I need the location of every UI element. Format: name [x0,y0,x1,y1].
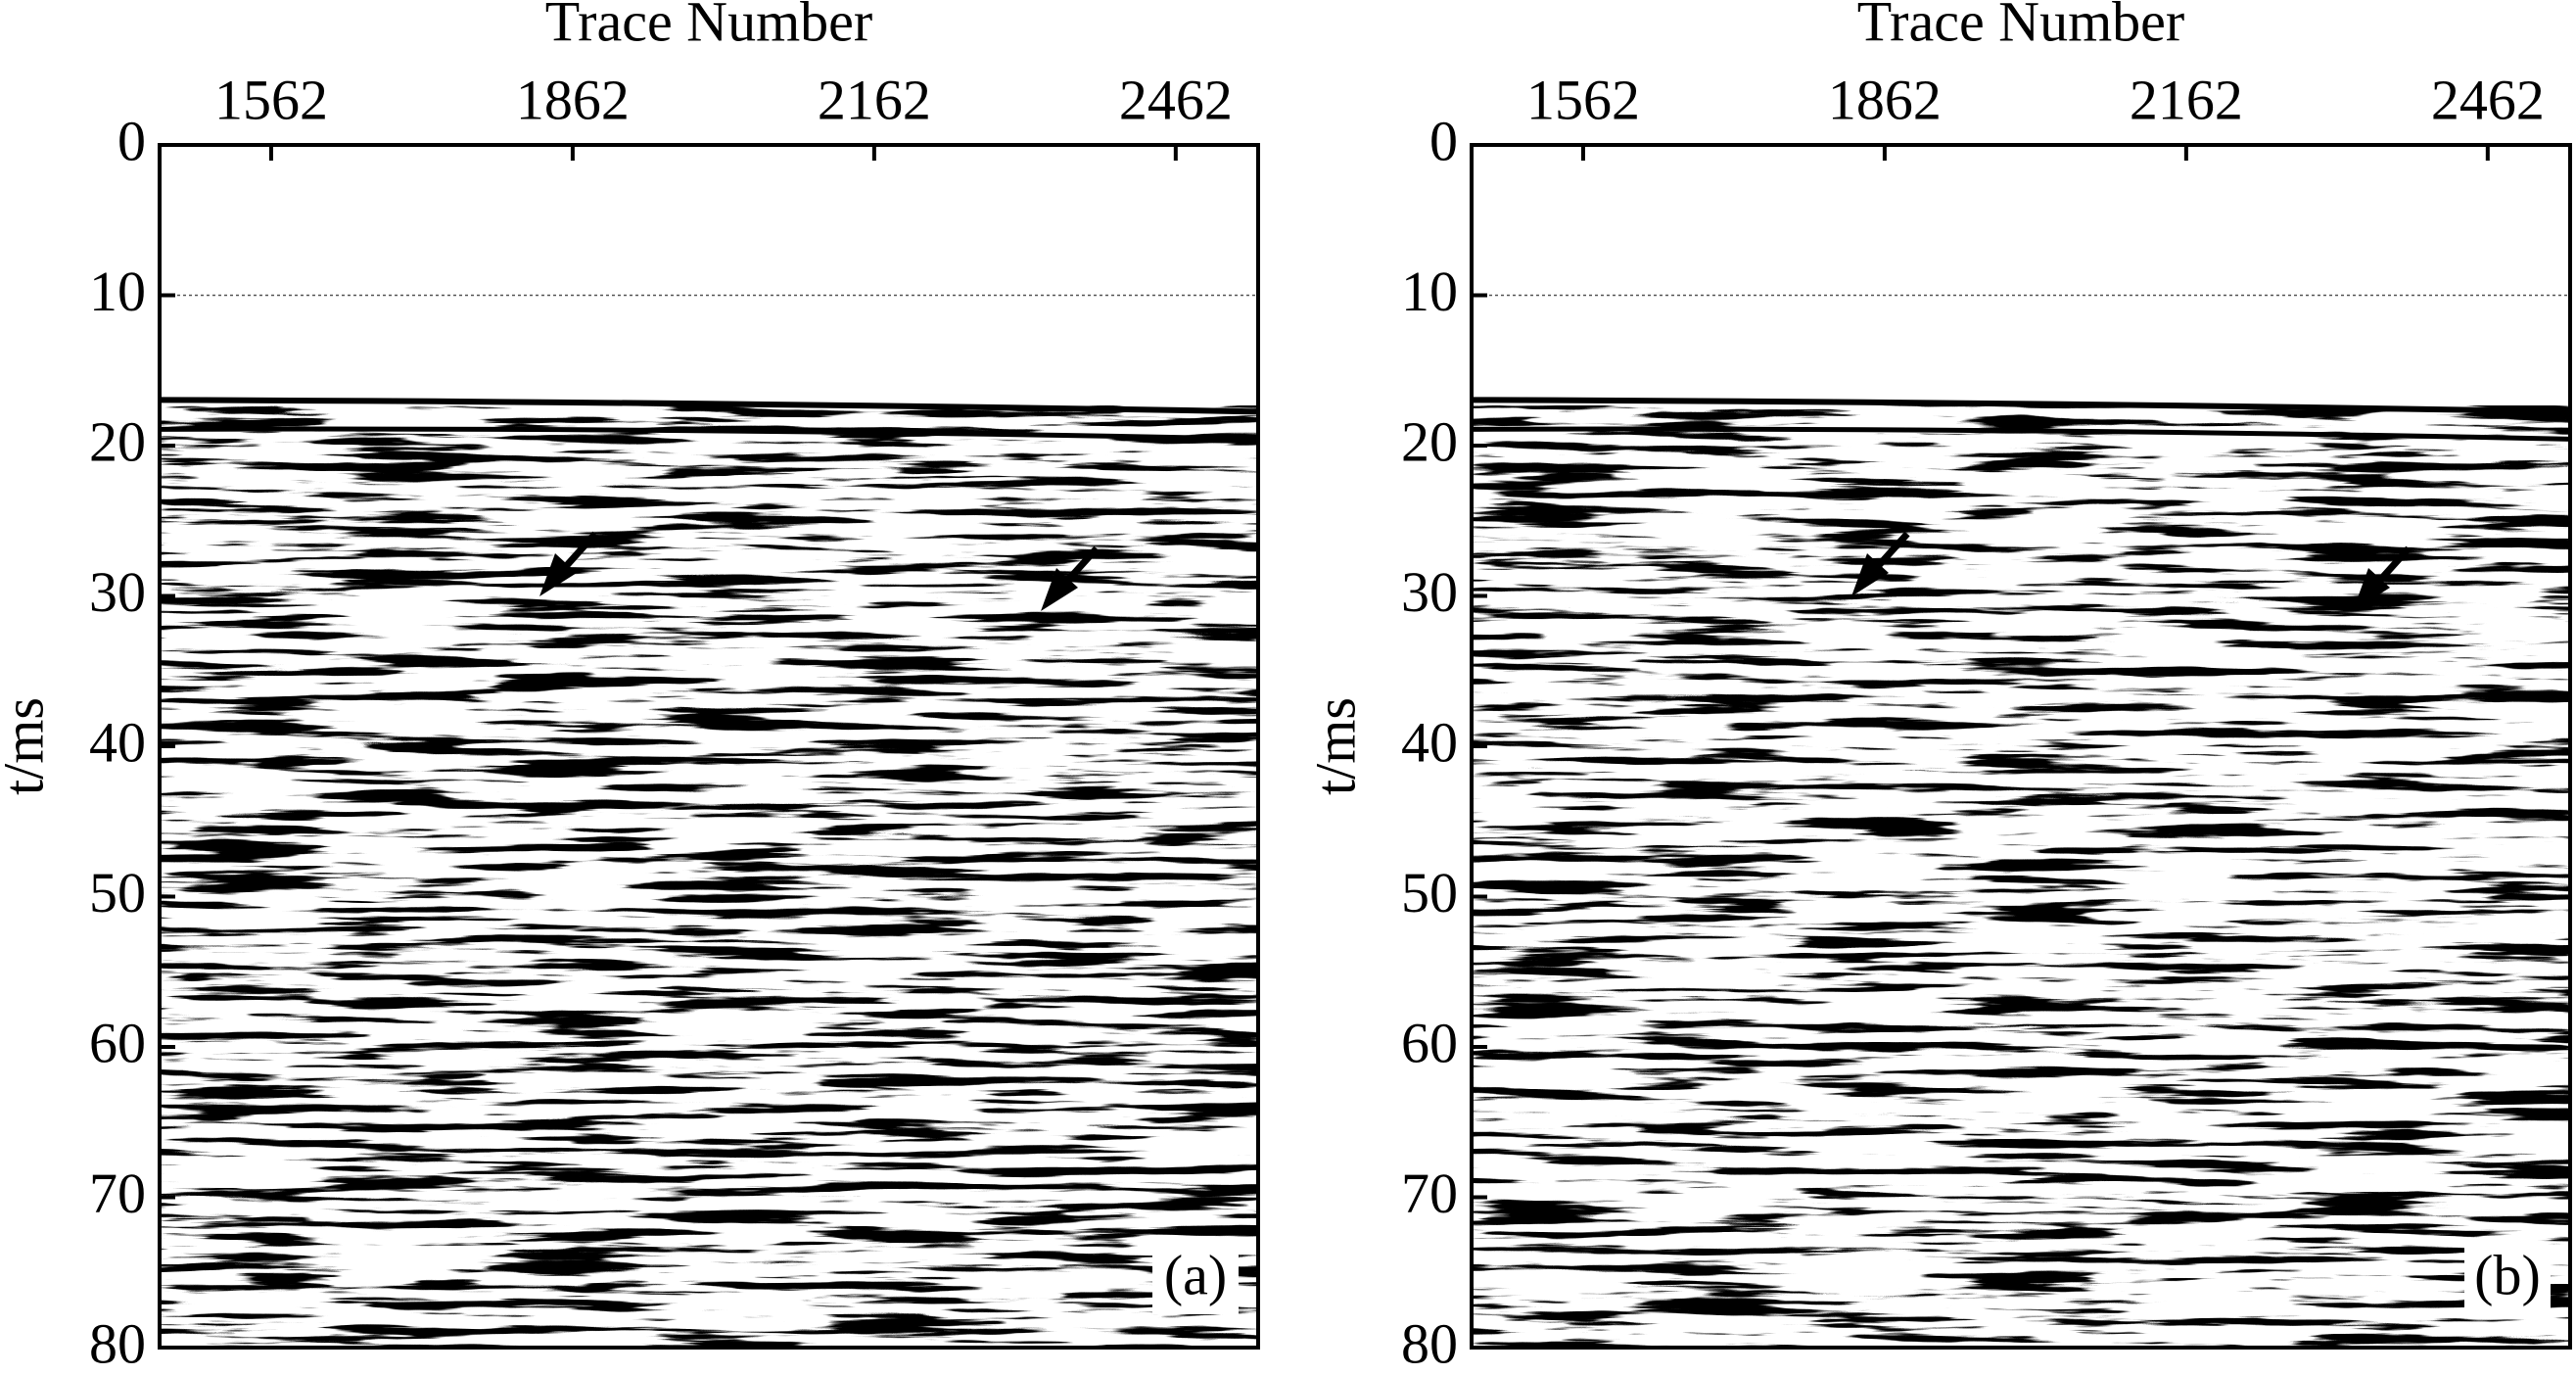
first-arrival [159,426,1259,442]
x-tick-label: 2162 [2130,68,2243,131]
x-tick-label: 1862 [1828,68,1942,131]
y-tick-label: 60 [89,1011,146,1074]
x-tick-label: 2462 [2431,68,2545,131]
y-tick-label: 70 [89,1162,146,1225]
y-tick-label: 80 [1401,1311,1458,1370]
y-axis-title: t/ms [0,697,55,795]
y-tick-label: 0 [117,109,146,172]
x-axis-title: Trace Number [1857,0,2185,53]
seismic-image [160,405,1258,1348]
x-tick-label: 1562 [214,68,328,131]
y-tick-label: 0 [1429,109,1458,172]
y-tick-label: 20 [1401,409,1458,473]
y-tick-label: 60 [1401,1011,1458,1074]
panel-label-box [1152,1246,1239,1314]
first-arrival [1471,397,2571,415]
x-tick-label: 2162 [818,68,931,131]
x-tick-label: 1862 [516,68,630,131]
panel-label-box [2464,1246,2551,1314]
first-arrival [1471,426,2571,442]
y-tick-label: 10 [89,260,146,323]
first-arrival [159,397,1259,415]
y-axis-title: t/ms [1303,697,1367,795]
arrow-head [1041,568,1078,611]
y-tick-label: 20 [89,409,146,473]
arrow-head [2353,568,2390,611]
y-tick-label: 10 [1401,260,1458,323]
y-tick-label: 50 [89,861,146,925]
y-tick-label: 50 [1401,861,1458,925]
x-tick-label: 1562 [1526,68,1640,131]
x-axis-title: Trace Number [545,0,873,53]
panel-label: (a) [1164,1243,1227,1306]
y-tick-label: 70 [1401,1162,1458,1225]
y-tick-label: 30 [1401,560,1458,624]
y-tick-label: 30 [89,560,146,624]
x-tick-label: 2462 [1119,68,1233,131]
arrow-head [1851,553,1889,596]
arrow-head [539,553,577,596]
y-tick-label: 40 [1401,710,1458,774]
panel: 1562 1862 2162 2462 0 10 20 30 40 50 60 70 80 Trace N… [1303,0,2572,1375]
panel: 1562 1862 2162 2462 0 10 20 30 40 50 60 70 80 Trace N… [0,0,1260,1375]
panel-label: (b) [2474,1243,2541,1306]
y-tick-label: 40 [89,710,146,774]
seismic-image [1472,405,2570,1348]
y-tick-label: 80 [89,1311,146,1370]
